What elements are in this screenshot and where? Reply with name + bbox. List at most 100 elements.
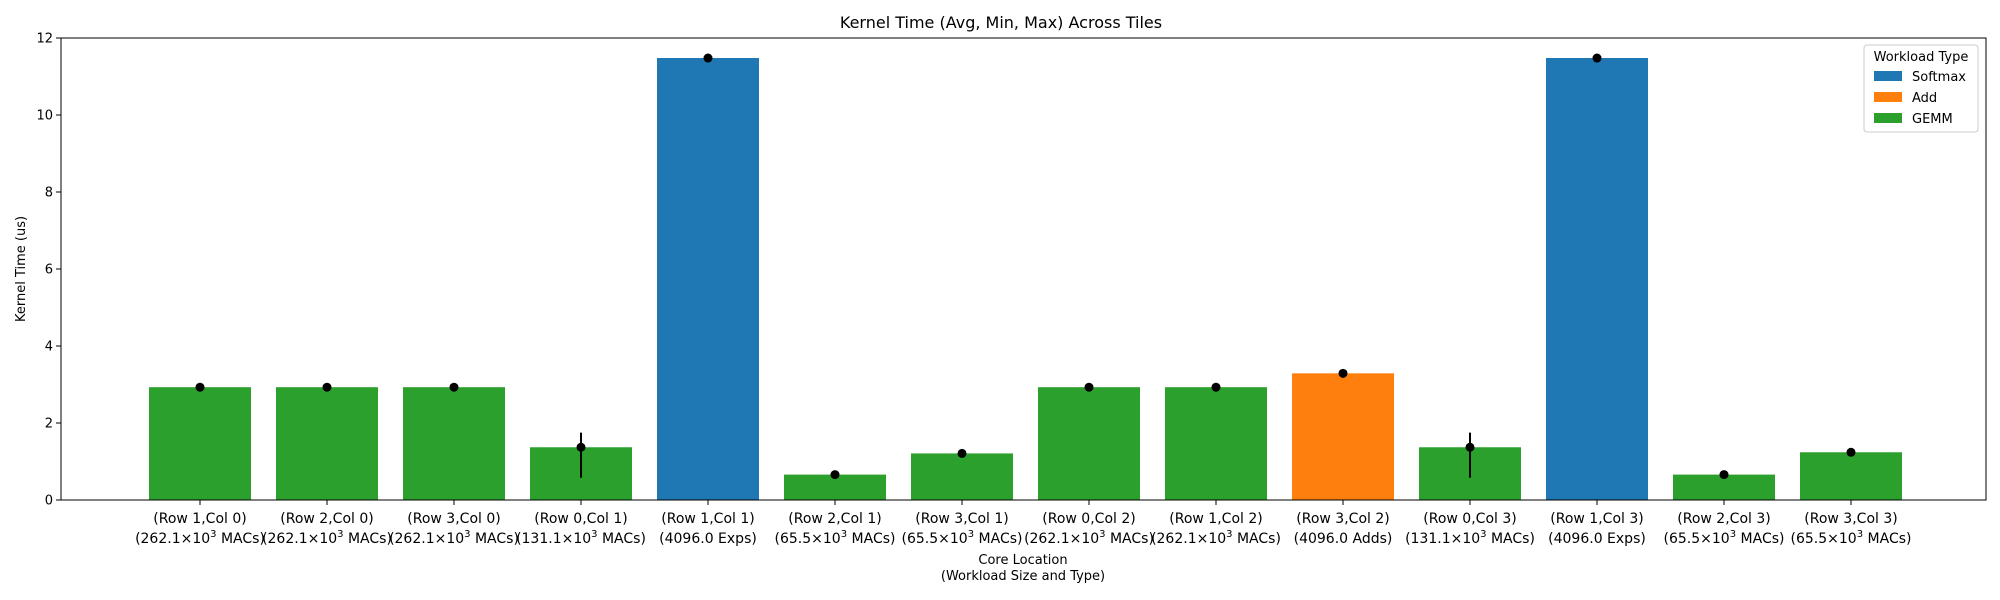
- y-tick-label: 12: [36, 32, 53, 47]
- x-tick-label-line1: (Row 0,Col 1): [534, 511, 627, 527]
- times-sign: ×10: [1700, 531, 1730, 547]
- workload-exponent: 3: [1857, 529, 1863, 540]
- workload-unit: MACs): [1233, 531, 1281, 547]
- workload-size: (65.5: [902, 531, 939, 547]
- x-tick-label-line1: (Row 2,Col 3): [1677, 511, 1770, 527]
- times-sign: ×10: [1827, 531, 1857, 547]
- avg-point-13: [1719, 470, 1729, 480]
- times-sign: ×10: [811, 531, 841, 547]
- x-tick-label-line2: (65.5×103 MACs): [1664, 529, 1785, 547]
- legend-swatch-add: [1874, 92, 1902, 102]
- times-sign: ×10: [938, 531, 968, 547]
- x-tick-label-line2: (65.5×103 MACs): [902, 529, 1023, 547]
- avg-point-14: [1846, 447, 1856, 457]
- x-tick-label-line1: (Row 2,Col 0): [280, 511, 373, 527]
- legend-label-softmax: Softmax: [1912, 70, 1966, 85]
- bars-layer: [149, 58, 1902, 501]
- legend-box: [1863, 44, 1979, 133]
- times-sign: ×10: [562, 531, 592, 547]
- workload-unit: MACs): [598, 531, 646, 547]
- x-tick-label-line1: (Row 1,Col 0): [153, 511, 246, 527]
- workload-size: (262.1: [262, 531, 308, 547]
- avg-point-7: [957, 448, 967, 458]
- workload-exponent: 3: [841, 529, 847, 540]
- avg-point-8: [1084, 382, 1094, 392]
- chart-title: Kernel Time (Avg, Min, Max) Across Tiles: [840, 13, 1162, 32]
- y-tick-label: 2: [45, 417, 53, 432]
- x-tick-label-line2: (65.5×103 MACs): [775, 529, 896, 547]
- x-axis-label-line1: Core Location: [978, 553, 1067, 568]
- times-sign: ×10: [435, 531, 465, 547]
- x-axis-label-line2: (Workload Size and Type): [941, 569, 1105, 584]
- x-axis: (Row 1,Col 0)(262.1×103 MACs)(Row 2,Col …: [135, 500, 1911, 547]
- workload-exponent: 3: [1099, 529, 1105, 540]
- y-tick-label: 4: [45, 340, 53, 355]
- workload-exponent: 3: [1226, 529, 1232, 540]
- workload-size: (262.1: [389, 531, 435, 547]
- avg-point-5: [703, 53, 713, 63]
- legend-label-gemm: GEMM: [1912, 112, 1953, 127]
- workload-exponent: 3: [464, 529, 470, 540]
- x-tick-label-line2: (262.1×103 MACs): [262, 529, 392, 547]
- workload-unit: MACs): [217, 531, 265, 547]
- y-tick-label: 6: [45, 263, 53, 278]
- bar-14: [1800, 452, 1902, 500]
- workload-unit: MACs): [1736, 531, 1784, 547]
- x-tick-label-line1: (Row 3,Col 3): [1804, 511, 1897, 527]
- x-tick-label-line2: (131.1×103 MACs): [516, 529, 646, 547]
- x-tick-label-line2: (65.5×103 MACs): [1791, 529, 1912, 547]
- legend: Workload Type Softmax Add GEMM: [1863, 44, 1979, 133]
- bar-10: [1292, 373, 1394, 500]
- x-tick-label-line2: (262.1×103 MACs): [1024, 529, 1154, 547]
- y-tick-label: 8: [45, 186, 53, 201]
- x-tick-label-line2: (262.1×103 MACs): [1151, 529, 1281, 547]
- x-tick-label-line1: (Row 3,Col 1): [915, 511, 1008, 527]
- x-tick-label-line1: (Row 1,Col 1): [661, 511, 754, 527]
- legend-swatch-softmax: [1874, 71, 1902, 81]
- x-tick-label-line1: (Row 3,Col 2): [1296, 511, 1389, 527]
- x-tick-label-line2: (4096.0 Exps): [1548, 531, 1646, 547]
- workload-exponent: 3: [210, 529, 216, 540]
- x-tick-label-line1: (Row 3,Col 0): [407, 511, 500, 527]
- error-bars-layer: [195, 53, 1856, 480]
- bar-5: [657, 58, 759, 501]
- legend-title: Workload Type: [1874, 50, 1969, 65]
- legend-swatch-gemm: [1874, 113, 1902, 123]
- workload-exponent: 3: [591, 529, 597, 540]
- y-tick-label: 10: [36, 109, 53, 124]
- workload-unit: MACs): [1487, 531, 1535, 547]
- times-sign: ×10: [308, 531, 338, 547]
- y-axis: 0 2 4 6 8 10 12: [36, 32, 61, 509]
- bar-7: [911, 453, 1013, 500]
- workload-size: (262.1: [1024, 531, 1070, 547]
- avg-point-12: [1592, 53, 1602, 63]
- avg-point-11: [1465, 442, 1475, 452]
- avg-point-9: [1211, 382, 1221, 392]
- bar-2: [276, 387, 378, 500]
- avg-point-10: [1338, 368, 1348, 378]
- times-sign: ×10: [181, 531, 211, 547]
- x-tick-label-line2: (4096.0 Exps): [659, 531, 757, 547]
- bar-1: [149, 387, 251, 500]
- avg-point-6: [830, 470, 840, 480]
- bar-12: [1546, 58, 1648, 501]
- avg-point-1: [195, 382, 205, 392]
- x-tick-label-line1: (Row 0,Col 3): [1423, 511, 1516, 527]
- x-tick-label-line1: (Row 1,Col 2): [1169, 511, 1262, 527]
- workload-size: (131.1: [1405, 531, 1451, 547]
- workload-exponent: 3: [1730, 529, 1736, 540]
- workload-exponent: 3: [337, 529, 343, 540]
- workload-unit: MACs): [974, 531, 1022, 547]
- workload-unit: MACs): [471, 531, 519, 547]
- workload-size: (65.5: [1664, 531, 1701, 547]
- avg-point-4: [576, 442, 586, 452]
- x-tick-label-line1: (Row 2,Col 1): [788, 511, 881, 527]
- avg-point-2: [322, 382, 332, 392]
- workload-size: (65.5: [775, 531, 812, 547]
- workload-exponent: 3: [968, 529, 974, 540]
- workload-size: (65.5: [1791, 531, 1828, 547]
- y-tick-label: 0: [45, 494, 53, 509]
- x-tick-label-line1: (Row 0,Col 2): [1042, 511, 1135, 527]
- workload-unit: MACs): [1106, 531, 1154, 547]
